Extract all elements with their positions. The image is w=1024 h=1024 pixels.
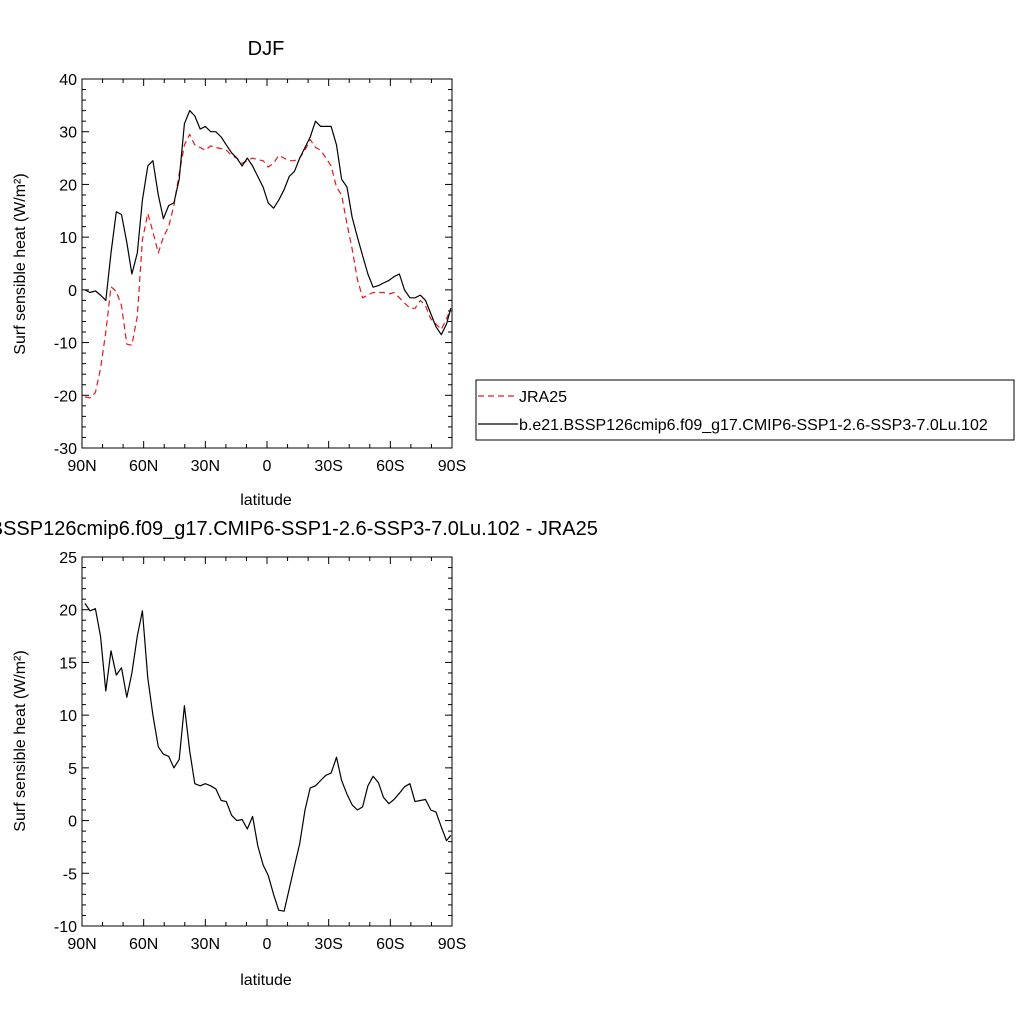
bottom-panel-tick-labels: 90N 60N 30N 0 30S 60S 90S -10 -5 0 5 10 15 20 25	[54, 550, 466, 953]
y-tick-label: 20	[59, 603, 77, 620]
x-tick-label: 30S	[314, 458, 342, 475]
y-tick-label: 5	[68, 761, 77, 778]
y-tick-label: 40	[59, 72, 77, 89]
y-tick-label: -5	[63, 866, 77, 883]
y-tick-label: 15	[59, 655, 77, 672]
top-panel-series-line-model	[84, 109, 452, 336]
x-tick-label: 0	[263, 458, 272, 475]
y-tick-label: 25	[59, 550, 77, 567]
y-tick-label: -10	[54, 919, 77, 936]
bottom-panel-ticks	[81, 556, 453, 927]
bottom-panel-title: b.e21.BSSP126cmip6.f09_g17.CMIP6-SSP1-2.…	[0, 518, 598, 540]
y-tick-label: 30	[59, 125, 77, 142]
top-panel-title: DJF	[248, 38, 285, 60]
x-tick-label: 60N	[129, 458, 158, 475]
y-tick-label: 10	[59, 708, 77, 725]
legend-box	[475, 379, 1015, 441]
top-panel-ticks	[81, 78, 453, 449]
x-tick-label: 90S	[438, 458, 466, 475]
bottom-panel: b.e21.BSSP126cmip6.f09_g17.CMIP6-SSP1-2.…	[0, 518, 598, 989]
y-tick-label: -30	[54, 441, 77, 458]
y-tick-label: -20	[54, 388, 77, 405]
x-tick-label: 60S	[376, 936, 404, 953]
y-tick-label: 0	[68, 283, 77, 300]
legend: JRA25 b.e21.BSSP126cmip6.f09_g17.CMIP6-S…	[475, 379, 1015, 441]
y-tick-label: 20	[59, 177, 77, 194]
bottom-panel-plot-frame	[81, 556, 453, 927]
x-tick-label: 0	[263, 936, 272, 953]
bottom-panel-series-line-model	[84, 603, 452, 912]
bottom-panel-y-axis-label: Surf sensible heat (W/m²)	[12, 650, 29, 831]
x-tick-label: 30S	[314, 936, 342, 953]
top-panel-series-line-jra25	[84, 133, 452, 399]
x-tick-label: 30N	[191, 458, 220, 475]
legend-label-model: b.e21.BSSP126cmip6.f09_g17.CMIP6-SSP1-2.…	[519, 417, 988, 434]
x-tick-label: 90N	[67, 458, 96, 475]
x-tick-label: 60N	[129, 936, 158, 953]
top-panel-y-axis-label: Surf sensible heat (W/m²)	[12, 173, 29, 354]
bottom-panel-x-axis-label: latitude	[240, 972, 292, 989]
y-tick-label: -10	[54, 336, 77, 353]
x-tick-label: 60S	[376, 458, 404, 475]
top-panel-tick-labels: 90N 60N 30N 0 30S 60S 90S -30 -20 -10 0 10 20 30 40	[54, 72, 466, 475]
top-panel-plot-frame	[81, 78, 453, 449]
x-tick-label: 90S	[438, 936, 466, 953]
y-tick-label: 10	[59, 230, 77, 247]
x-tick-label: 90N	[67, 936, 96, 953]
x-tick-label: 30N	[191, 936, 220, 953]
legend-label-jra25: JRA25	[519, 389, 567, 406]
y-tick-label: 0	[68, 814, 77, 831]
top-panel-x-axis-label: latitude	[240, 492, 292, 509]
bottom-panel-series	[84, 603, 452, 912]
top-panel-series	[84, 109, 452, 399]
top-panel: DJF Surf sensible heat (W/m²) latitude 9…	[12, 38, 1015, 509]
